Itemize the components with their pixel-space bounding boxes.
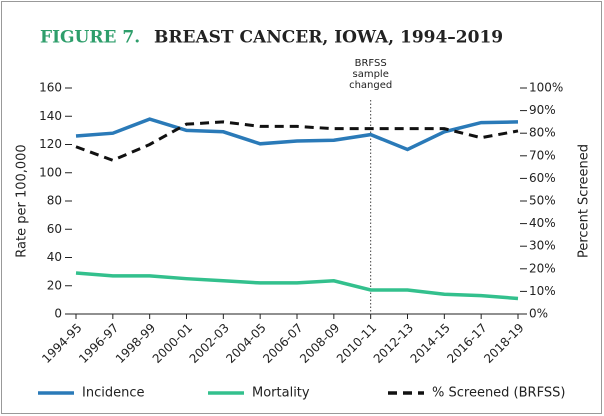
y-tick-label: 20 [47,278,62,292]
series-line [75,117,519,152]
y2-tick-label: 80% [529,126,556,140]
y-tick-label: 160 [39,81,62,95]
legend-label: Mortality [252,386,310,401]
y2-tick-label: 20% [529,261,556,275]
x-tick-label: 2018-19 [481,321,526,366]
y-tick-label: 40 [47,250,62,264]
y-tick-label: 140 [39,109,62,123]
annotation: sample [352,69,388,80]
y-tick-label: 80 [47,194,62,208]
y2-tick-label: 90% [529,103,556,117]
series-line [75,120,519,162]
y-tick-label: 120 [39,137,62,151]
y2-tick-label: 60% [529,171,556,185]
y-tick-label: 0 [54,307,62,321]
figure-label: FIGURE 7. [40,28,140,48]
y-tick-label: 100 [39,165,62,179]
annotation: BRFSS [355,58,387,69]
y2-tick-label: 10% [529,284,556,298]
y2-tick-label: 70% [529,148,556,162]
y2-tick-label: 30% [529,239,556,253]
y2-tick-label: 50% [529,194,556,208]
series-line [75,271,519,301]
y-axis-label: Rate per 100,000 [15,144,30,257]
legend-label: Incidence [82,386,144,401]
y2-tick-label: 0% [529,307,548,321]
legend-label: % Screened (BRFSS) [432,386,565,401]
chart-title: BREAST CANCER, IOWA, 1994–2019 [154,28,503,48]
annotation: changed [349,80,392,91]
y2-axis-label: Percent Screened [577,144,592,258]
y2-tick-label: 100% [529,81,563,95]
y-tick-label: 60 [47,222,62,236]
y2-tick-label: 40% [529,216,556,230]
